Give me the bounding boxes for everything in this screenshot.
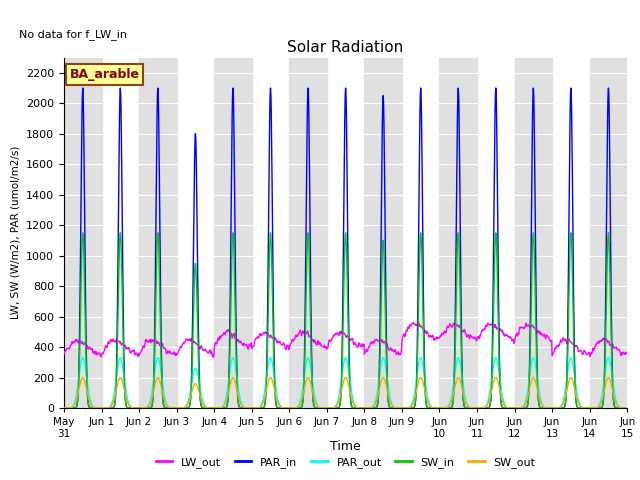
Bar xyxy=(515,58,552,408)
Bar xyxy=(364,58,402,408)
Title: Solar Radiation: Solar Radiation xyxy=(287,40,404,55)
Bar xyxy=(289,58,327,408)
Text: No data for f_LW_in: No data for f_LW_in xyxy=(19,30,127,40)
Bar xyxy=(139,58,177,408)
Y-axis label: LW, SW (W/m2), PAR (umol/m2/s): LW, SW (W/m2), PAR (umol/m2/s) xyxy=(10,146,20,320)
Text: BA_arable: BA_arable xyxy=(70,68,140,81)
Bar xyxy=(589,58,627,408)
Legend: LW_out, PAR_in, PAR_out, SW_in, SW_out: LW_out, PAR_in, PAR_out, SW_in, SW_out xyxy=(151,453,540,472)
Bar xyxy=(214,58,252,408)
X-axis label: Time: Time xyxy=(330,440,361,453)
Bar xyxy=(440,58,477,408)
Bar xyxy=(64,58,102,408)
